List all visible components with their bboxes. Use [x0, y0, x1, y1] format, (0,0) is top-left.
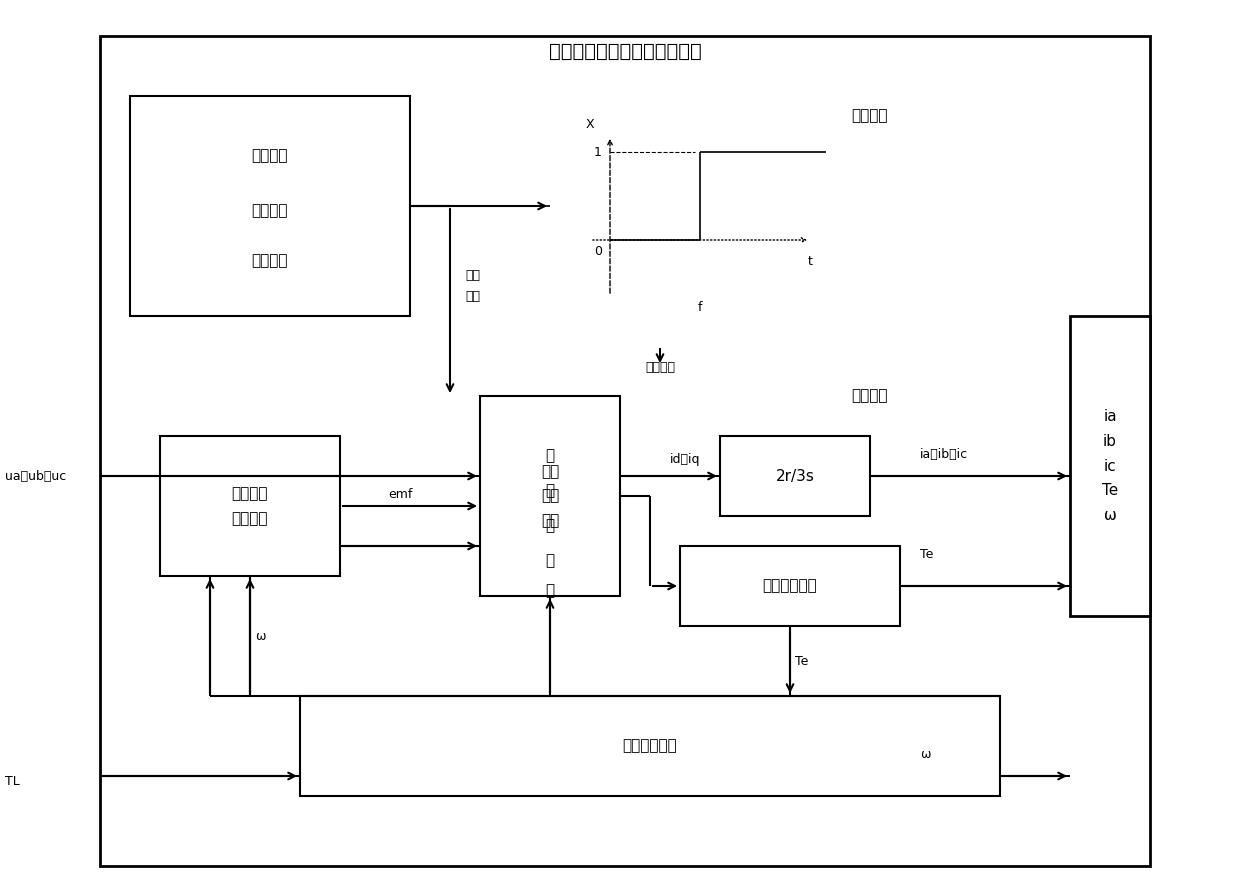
Text: ua、ub、uc: ua、ub、uc [5, 470, 66, 483]
Text: 转速计算模块: 转速计算模块 [622, 738, 677, 754]
Text: 电机参数: 电机参数 [252, 203, 288, 219]
Text: f: f [698, 301, 702, 314]
FancyBboxPatch shape [480, 396, 620, 596]
Text: ω: ω [920, 748, 930, 761]
Text: Te: Te [920, 548, 934, 561]
Text: 模: 模 [546, 583, 554, 599]
Text: 控制信号: 控制信号 [645, 361, 675, 374]
Text: ia
ib
ic
Te
ω: ia ib ic Te ω [1102, 409, 1118, 522]
FancyBboxPatch shape [100, 36, 1149, 866]
FancyBboxPatch shape [300, 696, 999, 796]
Text: 用户设定: 用户设定 [252, 149, 288, 163]
FancyBboxPatch shape [480, 396, 620, 576]
Text: 算: 算 [546, 554, 554, 568]
Text: 反电动势
计算模块: 反电动势 计算模块 [232, 487, 268, 526]
Text: 计: 计 [546, 519, 554, 533]
Text: X: X [585, 118, 594, 131]
Text: 故障参数: 故障参数 [252, 254, 288, 269]
Text: 转矩计算模块: 转矩计算模块 [763, 579, 817, 593]
Text: 电流
计算
模块: 电流 计算 模块 [541, 464, 559, 528]
Text: 2r/3s: 2r/3s [775, 469, 815, 484]
Text: t: t [807, 255, 812, 268]
Text: emf: emf [388, 488, 412, 501]
Text: 控制单元: 控制单元 [852, 108, 888, 124]
Text: ia、ib、ic: ia、ib、ic [920, 448, 968, 461]
Text: 模拟单元: 模拟单元 [852, 389, 888, 403]
FancyBboxPatch shape [130, 96, 410, 316]
FancyBboxPatch shape [160, 436, 340, 576]
Text: TL: TL [5, 774, 20, 788]
FancyBboxPatch shape [1070, 316, 1149, 616]
Text: 流: 流 [546, 484, 554, 498]
Text: 0: 0 [594, 245, 601, 258]
Text: 1: 1 [594, 145, 601, 159]
FancyBboxPatch shape [680, 546, 900, 626]
Text: 永磁同步电机失磁故障模拟器: 永磁同步电机失磁故障模拟器 [548, 42, 702, 61]
Text: 参数
传递: 参数 传递 [465, 269, 480, 303]
Text: 电: 电 [546, 449, 554, 463]
Text: id、iq: id、iq [670, 453, 701, 466]
Text: Te: Te [795, 654, 808, 668]
FancyBboxPatch shape [720, 436, 870, 516]
Text: ω: ω [255, 630, 265, 642]
